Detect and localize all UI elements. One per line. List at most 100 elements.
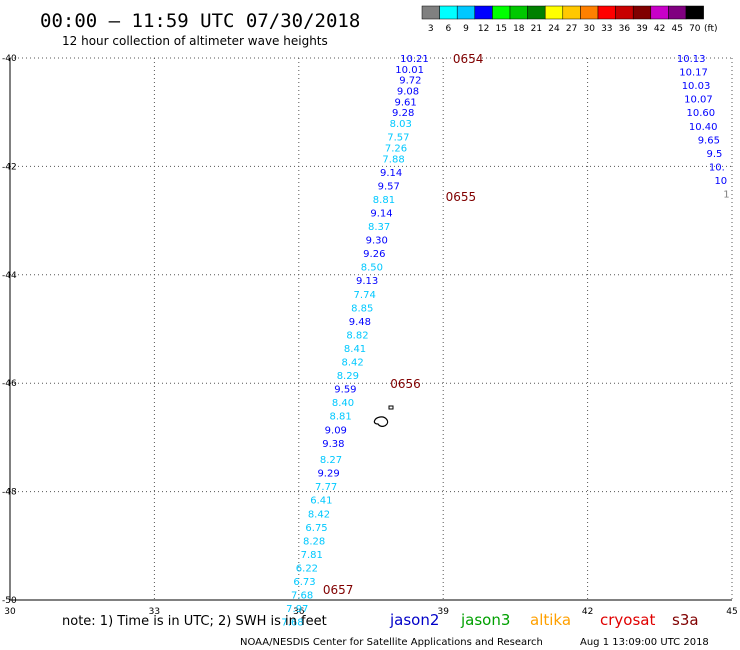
swh-value-label: 9.72 (399, 76, 421, 87)
swh-value-label: 7.77 (315, 482, 337, 493)
wave-height-labels: 10.2110.019.729.089.619.288.037.577.267.… (281, 54, 729, 629)
swh-value-label: 10.01 (395, 65, 424, 76)
y-tick-label: -50 (2, 596, 17, 606)
swh-value-label: 10.17 (679, 68, 708, 79)
colorbar-swatch (474, 5, 493, 20)
colorbar-tick: 45 (671, 24, 682, 34)
y-tick-label: -46 (2, 379, 17, 389)
colorbar-swatch (650, 5, 669, 20)
time-label: 0654 (453, 52, 484, 66)
time-label: 0656 (390, 377, 421, 391)
colorbar-swatch (562, 5, 581, 20)
swh-value-label: 9.08 (397, 87, 419, 98)
swh-value-label: 8.28 (303, 536, 325, 547)
colorbar-tick: 21 (531, 24, 542, 34)
swh-value-label: 6.75 (305, 523, 327, 534)
footer-credit: NOAA/NESDIS Center for Satellite Applica… (240, 637, 543, 648)
swh-value-label: 7.26 (385, 143, 407, 154)
x-tick-label: 42 (582, 607, 593, 617)
swh-value-label: 9.59 (334, 385, 356, 396)
colorbar-swatch (668, 5, 687, 20)
swh-value-label: 8.50 (361, 263, 383, 274)
time-labels: 0654 0655 0656 0657 (323, 52, 484, 597)
legend-s3a: s3a (672, 611, 699, 629)
colorbar-swatch (456, 5, 476, 20)
islet-outline (388, 405, 394, 410)
colorbar-tick: 70 (689, 24, 701, 34)
colorbar-tick: 33 (601, 24, 612, 34)
swh-value-label: 8.42 (308, 509, 330, 520)
footer-timestamp: Aug 1 13:09:00 UTC 2018 (580, 637, 709, 648)
colorbar-tick: 27 (566, 24, 577, 34)
x-tick-label: 39 (437, 607, 449, 617)
swh-value-label: 10.03 (682, 81, 711, 92)
time-label: 0655 (446, 190, 477, 204)
y-tick-label: -40 (2, 54, 17, 64)
swh-value-label: 7.97 (286, 604, 308, 615)
swh-value-label: 7.81 (301, 550, 323, 561)
colorbar-tick: 9 (463, 24, 469, 34)
swh-value-label: 9.30 (366, 236, 388, 247)
swh-value-label: 7.68 (281, 618, 303, 629)
swh-value-label: 9.09 (325, 425, 347, 436)
colorbar-tick: 15 (495, 24, 506, 34)
colorbar-swatch (580, 5, 599, 20)
colorbar-tick: 6 (446, 24, 452, 34)
swh-value-label: 9.14 (370, 208, 392, 219)
swh-value-label: 9.5 (706, 149, 722, 160)
axis-ticks: 30 33 36 39 42 45 -40 -42 -44 -46 -48 -50 (2, 54, 738, 617)
swh-value-label: 9.13 (356, 276, 378, 287)
swh-value-label: 7.57 (387, 133, 409, 144)
colorbar-tick: 18 (513, 24, 525, 34)
colorbar-tick: 3 (428, 24, 434, 34)
colorbar-tick: 30 (583, 24, 595, 34)
swh-value-label: 9.61 (394, 97, 416, 108)
y-tick-label: -48 (2, 488, 17, 498)
swh-value-label: 10 (714, 176, 727, 187)
swh-value-label: 7.68 (291, 591, 313, 602)
legend-altika: altika (530, 611, 571, 629)
y-tick-label: -44 (2, 271, 17, 281)
footer-note: note: 1) Time is in UTC; 2) SWH is in fe… (62, 614, 327, 629)
chart-title: 00:00 – 11:59 UTC 07/30/2018 (40, 10, 360, 32)
swh-value-label: 8.29 (337, 371, 359, 382)
time-label: 0657 (323, 583, 354, 597)
colorbar-swatch (685, 5, 704, 20)
colorbar-swatch (492, 5, 511, 20)
x-tick-label: 33 (149, 607, 160, 617)
x-tick-label: 30 (4, 607, 16, 617)
swh-value-label: 9.14 (380, 168, 402, 179)
swh-value-label: 7.88 (382, 154, 404, 165)
island-outline (373, 416, 389, 427)
swh-value-label: 10.40 (689, 122, 718, 133)
colorbar-swatch (509, 5, 528, 20)
swh-value-label: 10.13 (677, 54, 706, 65)
swh-value-label: 8.42 (342, 358, 364, 369)
swh-value-label: 10.07 (684, 95, 713, 106)
swh-value-label: 10. (709, 162, 725, 173)
colorbar-swatch (527, 5, 546, 20)
colorbar-tick: 42 (654, 24, 665, 34)
swh-value-label: 9.48 (349, 317, 371, 328)
colorbar-tick: 12 (478, 24, 489, 34)
legend-jason3: jason3 (460, 611, 510, 629)
swh-value-label: 8.27 (320, 455, 342, 466)
swh-value-label: 8.85 (351, 303, 373, 314)
satellite-legend: jason2 jason3 altika cryosat s3a (389, 611, 699, 629)
swh-value-label: 8.37 (368, 222, 390, 233)
swh-value-label: 9.28 (392, 108, 414, 119)
swh-value-label: 8.82 (346, 330, 368, 341)
colorbar-swatch (597, 5, 616, 20)
colorbar-swatch (544, 5, 564, 20)
legend-jason2: jason2 (389, 611, 439, 629)
swh-value-label: 9.65 (698, 135, 720, 146)
x-tick-label: 36 (293, 607, 305, 617)
chart-subtitle: 12 hour collection of altimeter wave hei… (62, 34, 328, 48)
swh-value-label: 1 (723, 190, 729, 201)
swh-value-label: 10.60 (687, 108, 716, 119)
swh-value-label: 6.73 (293, 577, 315, 588)
swh-value-label: 10.21 (400, 54, 429, 65)
swh-value-label: 8.40 (332, 398, 354, 409)
y-tick-label: -42 (2, 162, 17, 172)
